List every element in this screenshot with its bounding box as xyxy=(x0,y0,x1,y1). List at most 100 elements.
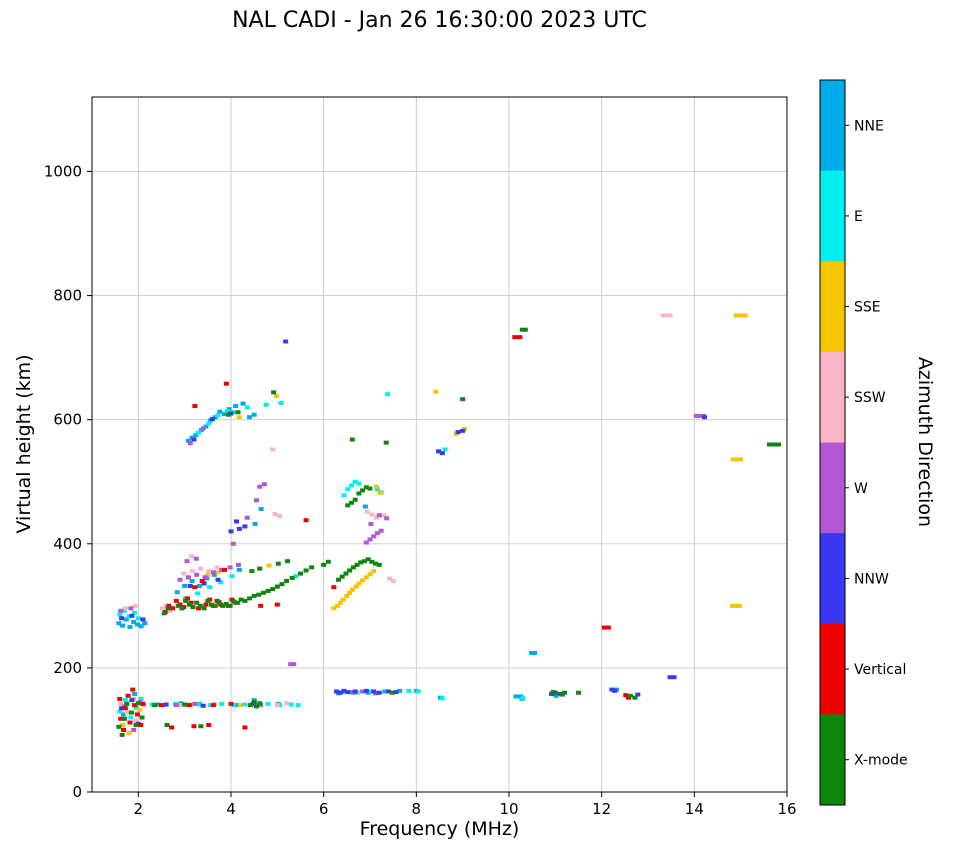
scatter-point xyxy=(242,702,248,707)
scatter-point xyxy=(193,556,199,561)
scatter-point xyxy=(124,710,130,715)
scatter-point xyxy=(120,722,126,727)
scatter-point xyxy=(228,701,234,706)
scatter-point xyxy=(217,409,223,414)
scatter-point xyxy=(133,705,139,710)
scatter-point xyxy=(270,447,276,452)
scatter-point xyxy=(529,651,538,655)
scatter-point xyxy=(116,621,122,626)
colorbar-tick-label: NNE xyxy=(854,118,884,134)
scatter-point xyxy=(339,574,345,579)
scatter-point xyxy=(121,716,127,721)
scatter-point xyxy=(194,600,200,605)
scatter-point xyxy=(376,513,382,518)
scatter-point xyxy=(390,579,396,584)
scatter-point xyxy=(227,565,233,570)
scatter-point xyxy=(439,451,445,456)
scatter-point xyxy=(186,703,192,708)
scatter-point xyxy=(231,599,237,604)
scatter-point xyxy=(152,703,158,708)
scatter-point xyxy=(369,559,375,564)
scatter-point xyxy=(131,619,137,624)
scatter-point xyxy=(397,688,403,693)
scatter-point xyxy=(344,593,350,598)
scatter-point xyxy=(632,695,638,700)
scatter-point xyxy=(118,701,124,706)
scatter-point xyxy=(240,401,246,406)
scatter-point xyxy=(190,605,196,610)
scatter-point xyxy=(284,579,290,584)
x-tick-label: 8 xyxy=(412,800,422,818)
scatter-point xyxy=(174,590,180,595)
scatter-point xyxy=(337,690,343,695)
scatter-point xyxy=(363,485,369,490)
x-tick-label: 6 xyxy=(319,800,329,818)
scatter-point xyxy=(138,696,144,701)
x-tick-label: 10 xyxy=(499,800,518,818)
scatter-point xyxy=(119,616,125,621)
scatter-point xyxy=(258,507,264,512)
scatter-point xyxy=(207,585,213,590)
scatter-point xyxy=(389,690,395,695)
scatter-point xyxy=(219,567,225,572)
scatter-point xyxy=(161,611,167,616)
scatter-point xyxy=(356,491,362,496)
scatter-point xyxy=(373,515,379,520)
scatter-point xyxy=(130,687,136,692)
scatter-point xyxy=(138,722,144,727)
scatter-point xyxy=(730,603,743,608)
scatter-point xyxy=(224,408,230,413)
scatter-point xyxy=(369,512,375,517)
scatter-point xyxy=(767,442,782,447)
scatter-point xyxy=(185,575,191,580)
scatter-point xyxy=(354,562,360,567)
scatter-point xyxy=(363,688,369,693)
scatter-point xyxy=(358,560,364,565)
scatter-point xyxy=(406,688,412,693)
scatter-point xyxy=(576,690,581,695)
scatter-point xyxy=(183,598,189,603)
scatter-point xyxy=(349,437,355,442)
scatter-point xyxy=(163,603,169,608)
colorbar-segment xyxy=(820,80,845,172)
scatter-point xyxy=(216,600,222,605)
scatter-point xyxy=(203,424,209,429)
scatter-point xyxy=(133,722,139,727)
scatter-point xyxy=(609,687,615,692)
scatter-point xyxy=(230,541,236,546)
scatter-point xyxy=(196,606,202,611)
scatter-point xyxy=(205,598,211,603)
scatter-point xyxy=(247,596,253,601)
scatter-point xyxy=(293,574,299,579)
x-tick-label: 12 xyxy=(592,800,611,818)
scatter-point xyxy=(165,606,171,611)
scatter-point xyxy=(386,689,392,694)
scatter-point xyxy=(439,696,445,701)
scatter-point xyxy=(126,614,132,619)
scatter-point xyxy=(601,625,611,630)
scatter-point xyxy=(126,731,132,736)
scatter-point xyxy=(325,559,331,564)
scatter-point xyxy=(226,412,232,417)
scatter-point xyxy=(139,715,145,720)
scatter-point xyxy=(275,561,281,566)
scatter-point xyxy=(356,581,362,586)
scatter-point xyxy=(363,575,369,580)
scatter-point xyxy=(455,430,461,435)
scatter-point xyxy=(134,712,140,717)
scatter-point xyxy=(277,513,283,518)
scatter-point xyxy=(270,587,276,592)
colorbar-tick-label: NNW xyxy=(854,571,889,587)
scatter-point xyxy=(348,483,354,488)
scatter-point xyxy=(371,534,377,539)
scatter-point xyxy=(261,482,267,487)
scatter-point xyxy=(238,597,244,602)
scatter-point xyxy=(201,581,207,586)
x-tick-label: 14 xyxy=(685,800,704,818)
scatter-point xyxy=(184,559,190,564)
colorbar-tick-label: W xyxy=(854,481,868,497)
scatter-point xyxy=(127,720,133,725)
scatter-point xyxy=(513,694,524,699)
scatter-point xyxy=(247,703,253,708)
colorbar-segment xyxy=(820,714,845,806)
